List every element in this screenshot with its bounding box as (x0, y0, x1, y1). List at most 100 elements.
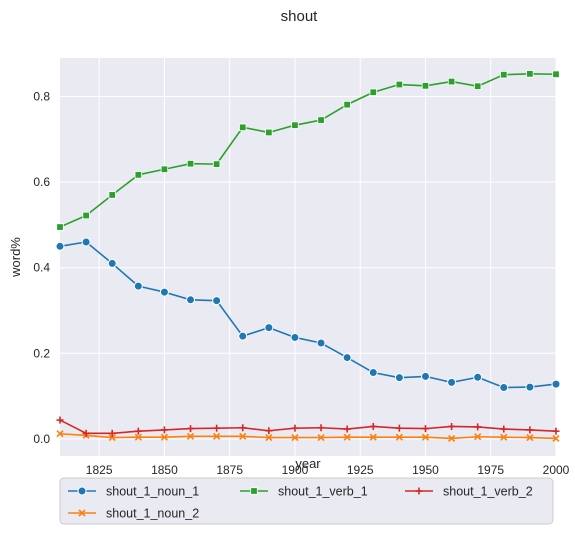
data-point (369, 422, 377, 430)
data-point (552, 434, 560, 443)
x-tick-label: 1875 (216, 463, 243, 477)
data-point (264, 323, 274, 333)
x-tick-label: 1975 (477, 463, 504, 477)
marker-stroke (500, 433, 508, 441)
data-point (239, 123, 247, 132)
data-point (369, 433, 377, 441)
data-point (187, 425, 195, 433)
legend-marker (78, 509, 86, 517)
y-axis-label: word% (8, 237, 23, 278)
marker-stroke (317, 434, 325, 442)
data-series (55, 70, 561, 443)
plot-area (60, 58, 556, 456)
legend-label: shout_1_noun_2 (106, 507, 199, 521)
data-point (160, 426, 168, 434)
data-point (56, 430, 64, 438)
x-tick-label: 1925 (347, 463, 374, 477)
marker-stroke (343, 433, 351, 441)
marker-stroke (448, 434, 456, 443)
data-point (107, 258, 117, 268)
marker-stroke (421, 433, 430, 441)
data-point (56, 223, 64, 231)
data-point (499, 383, 509, 393)
legend-item: shout_1_noun_1 (68, 485, 199, 499)
marker-stroke (56, 430, 64, 438)
data-point (343, 100, 351, 109)
data-point (265, 434, 273, 442)
data-point (56, 416, 64, 424)
legend-item: shout_1_noun_2 (68, 507, 199, 521)
data-point (395, 80, 404, 89)
data-point (421, 82, 430, 90)
data-point (317, 424, 325, 432)
data-point (395, 424, 403, 432)
data-point (265, 128, 273, 137)
data-point (212, 296, 222, 306)
data-point (239, 432, 247, 440)
legend-box (59, 477, 554, 525)
series-shout_1_verb_2 (56, 416, 560, 437)
legend-item: shout_1_verb_2 (405, 485, 533, 499)
data-point (526, 426, 534, 434)
data-point (265, 427, 273, 435)
series-line (59, 432, 557, 440)
marker-stroke (186, 432, 195, 440)
data-point (55, 241, 65, 251)
data-point (186, 295, 196, 305)
x-tick-label: 1825 (86, 463, 113, 477)
x-tick-label: 1950 (412, 463, 439, 477)
legend-marker (77, 486, 87, 496)
data-point (447, 77, 456, 86)
x-tick-label: 1850 (151, 463, 178, 477)
marker-stroke (369, 433, 377, 441)
marker-stroke (134, 433, 142, 441)
data-point (473, 82, 482, 90)
y-tick-label: 0.2 (33, 346, 50, 360)
data-point (500, 425, 508, 433)
data-point (108, 191, 116, 199)
data-point (159, 287, 169, 297)
data-point (186, 432, 195, 440)
data-point (213, 424, 221, 432)
series-line (59, 73, 557, 228)
data-point (343, 433, 351, 441)
data-point (160, 165, 169, 173)
data-point (551, 379, 561, 389)
data-point (500, 70, 508, 79)
marker-stroke (395, 433, 403, 441)
series-shout_1_verb_1 (56, 70, 560, 231)
data-point (317, 116, 325, 124)
grid-lines (60, 58, 557, 456)
data-point (552, 427, 560, 435)
data-point (238, 331, 248, 341)
data-point (448, 422, 456, 430)
data-point (81, 237, 91, 247)
x-axis-label: year (295, 456, 321, 471)
data-point (290, 332, 300, 342)
legend-marker (250, 487, 258, 495)
x-tick-label: 1900 (282, 463, 309, 477)
legend-marker (415, 487, 423, 495)
data-point (473, 372, 483, 382)
marker-stroke (160, 433, 168, 441)
marker-stroke (474, 433, 482, 441)
data-point (447, 377, 457, 387)
legend-label: shout_1_noun_1 (106, 485, 199, 499)
data-point (212, 160, 221, 168)
marker-stroke (78, 509, 86, 517)
y-tick-label: 0.8 (33, 90, 50, 104)
data-point (133, 281, 143, 291)
series-shout_1_noun_1 (55, 237, 561, 393)
data-point (421, 425, 429, 433)
series-line (59, 419, 557, 435)
data-point (448, 434, 456, 443)
data-point (369, 88, 377, 96)
data-point (82, 429, 90, 437)
data-point (474, 433, 482, 441)
data-point (474, 423, 482, 431)
legend-item: shout_1_verb_1 (240, 485, 368, 499)
data-point (213, 432, 221, 440)
marker-stroke (265, 434, 273, 442)
data-point (108, 429, 116, 437)
